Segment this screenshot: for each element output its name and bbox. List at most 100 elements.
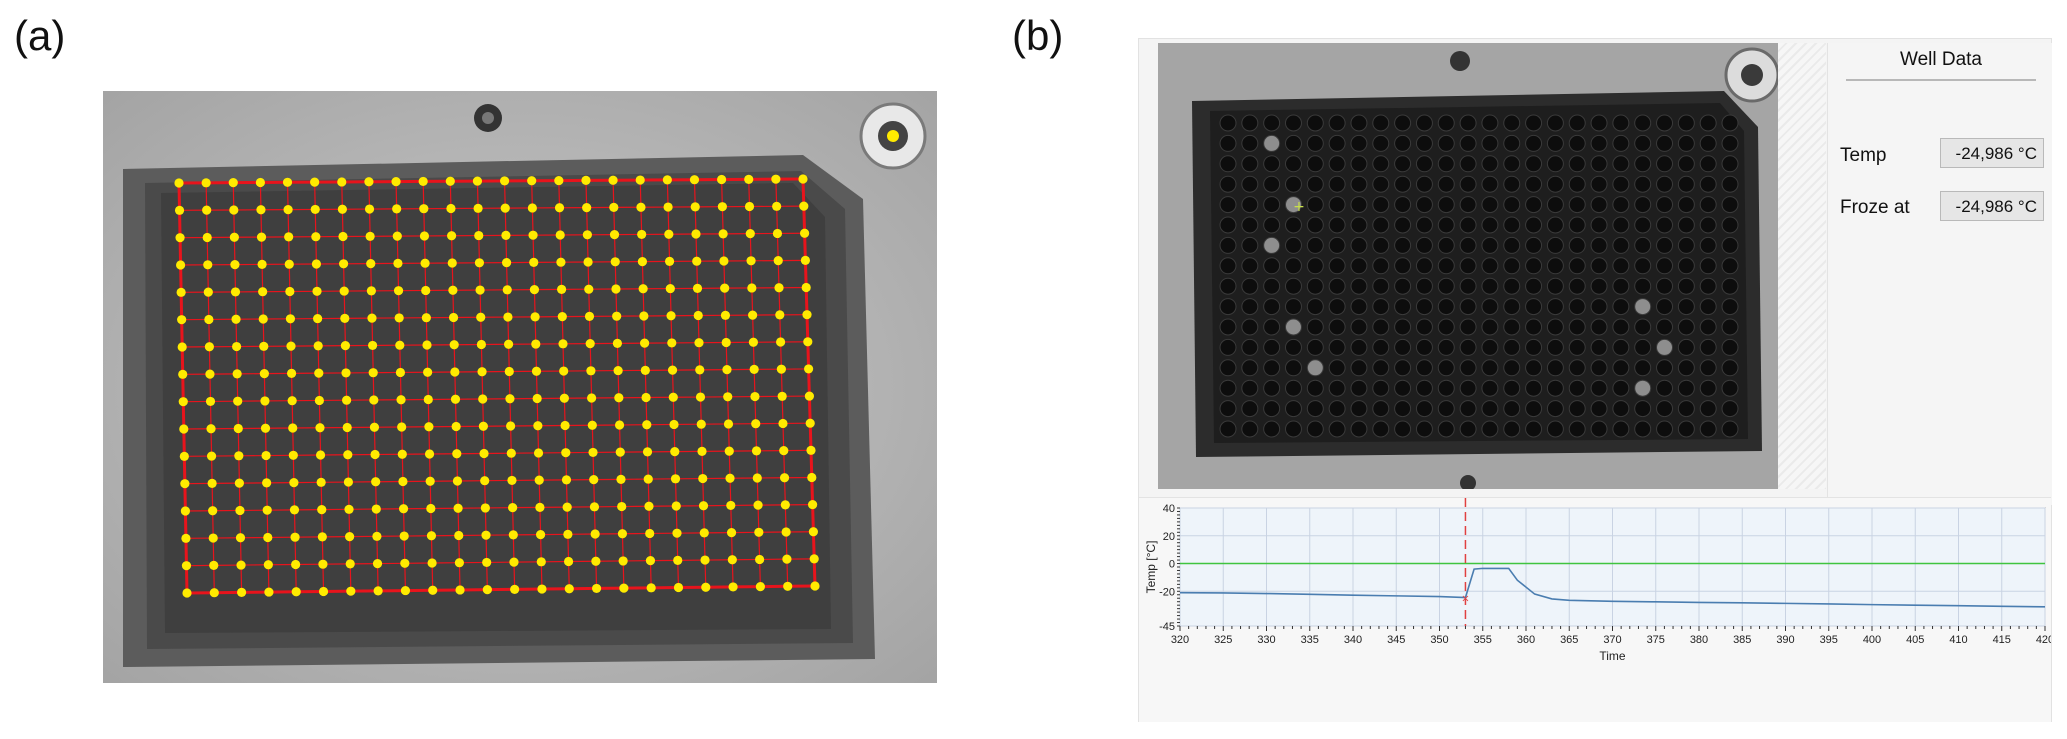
- well-center-dot: [720, 310, 731, 320]
- well-center-dot: [640, 365, 650, 375]
- well-center-dot: [726, 527, 737, 538]
- well-center-dot: [207, 478, 217, 488]
- well-center-dot: [810, 581, 820, 591]
- well-center-dot: [397, 422, 407, 432]
- well: [1394, 175, 1412, 193]
- well: [1437, 338, 1455, 356]
- well-center-dot: [617, 529, 628, 539]
- well-center-dot: [368, 340, 378, 351]
- well-center-dot: [426, 503, 436, 514]
- frozen-well: [1263, 134, 1281, 152]
- well-center-dot: [289, 477, 299, 488]
- well: [1721, 216, 1739, 234]
- well-center-dot: [343, 477, 354, 487]
- x-tick-label: 405: [1906, 634, 1924, 646]
- well: [1481, 257, 1499, 275]
- well-center-dot: [479, 448, 489, 459]
- grid-col-line: [748, 179, 761, 587]
- well: [1612, 134, 1630, 152]
- well: [1394, 400, 1412, 418]
- well-center-dot: [283, 205, 293, 215]
- well-center-dot: [563, 529, 573, 539]
- well-center-dot: [203, 287, 213, 297]
- well-center-dot: [318, 586, 329, 597]
- well: [1481, 318, 1499, 336]
- well: [1415, 379, 1433, 397]
- well-center-dot: [366, 286, 376, 296]
- well-center-dot: [635, 175, 645, 185]
- well: [1372, 338, 1390, 356]
- well: [1481, 338, 1499, 356]
- well-center-dot: [754, 527, 764, 537]
- well-center-dot: [585, 339, 595, 349]
- well-center-dot: [425, 476, 435, 486]
- well: [1241, 338, 1259, 356]
- splitter-strip[interactable]: [1778, 43, 1826, 489]
- well: [1590, 420, 1608, 438]
- grid-col-line: [476, 181, 488, 590]
- well: [1699, 216, 1717, 234]
- well: [1590, 298, 1608, 316]
- well-center-dot: [772, 201, 782, 211]
- well-center-dot: [342, 395, 352, 405]
- well-center-dot: [752, 473, 762, 483]
- well-center-dot: [476, 339, 486, 350]
- well-center-dot: [478, 394, 488, 404]
- well-center-dot: [745, 229, 755, 239]
- well-center-dot: [664, 229, 674, 239]
- frozen-well: [1656, 338, 1674, 356]
- well-center-dot: [316, 477, 326, 487]
- well: [1546, 216, 1564, 234]
- well: [1503, 379, 1521, 397]
- well-center-dot: [582, 202, 592, 213]
- well-center-dot: [557, 284, 567, 295]
- well: [1677, 338, 1695, 356]
- well: [1634, 196, 1652, 214]
- well-center-dot: [286, 341, 296, 351]
- well-center-dot: [343, 450, 353, 460]
- fiducial-marker-dot: [887, 130, 899, 142]
- well-center-dot: [614, 393, 624, 403]
- well: [1525, 196, 1543, 214]
- well: [1590, 175, 1608, 193]
- well: [1372, 175, 1390, 193]
- well-center-dot: [284, 232, 294, 242]
- well-center-dot: [504, 339, 514, 349]
- well-center-dot: [368, 368, 378, 378]
- well: [1503, 114, 1521, 132]
- well: [1568, 420, 1586, 438]
- well-center-dot: [589, 502, 600, 512]
- well: [1415, 277, 1433, 295]
- well-center-dot: [393, 258, 403, 268]
- x-tick-label: 390: [1776, 634, 1794, 646]
- well: [1284, 236, 1302, 254]
- well-center-dot: [809, 554, 819, 564]
- camera-view[interactable]: +: [1158, 43, 1778, 489]
- well: [1241, 277, 1259, 295]
- well-center-dot: [237, 587, 247, 597]
- grid-col-line: [286, 182, 297, 592]
- well-center-dot: [204, 314, 214, 325]
- well-center-dot: [345, 532, 355, 542]
- x-tick-label: 320: [1171, 634, 1189, 646]
- well: [1568, 298, 1586, 316]
- well-center-dot: [527, 176, 537, 186]
- well: [1590, 400, 1608, 418]
- well-center-dot: [782, 554, 792, 564]
- grid-col-line: [585, 180, 598, 589]
- well: [1350, 338, 1368, 356]
- well: [1394, 134, 1412, 152]
- well: [1634, 114, 1652, 132]
- well-center-dot: [235, 505, 245, 516]
- well-center-dot: [202, 205, 212, 215]
- well: [1481, 359, 1499, 377]
- well: [1437, 114, 1455, 132]
- well-center-dot: [315, 423, 325, 433]
- grid-col-line: [693, 179, 707, 588]
- well-center-dot: [509, 557, 519, 567]
- well: [1219, 400, 1237, 418]
- well-center-dot: [562, 502, 572, 512]
- temperature-chart[interactable]: × 320 325 330 335 340 345 350 355 360 365 370 375 38…: [1139, 497, 2051, 722]
- well: [1350, 257, 1368, 275]
- well-center-dot: [366, 259, 376, 269]
